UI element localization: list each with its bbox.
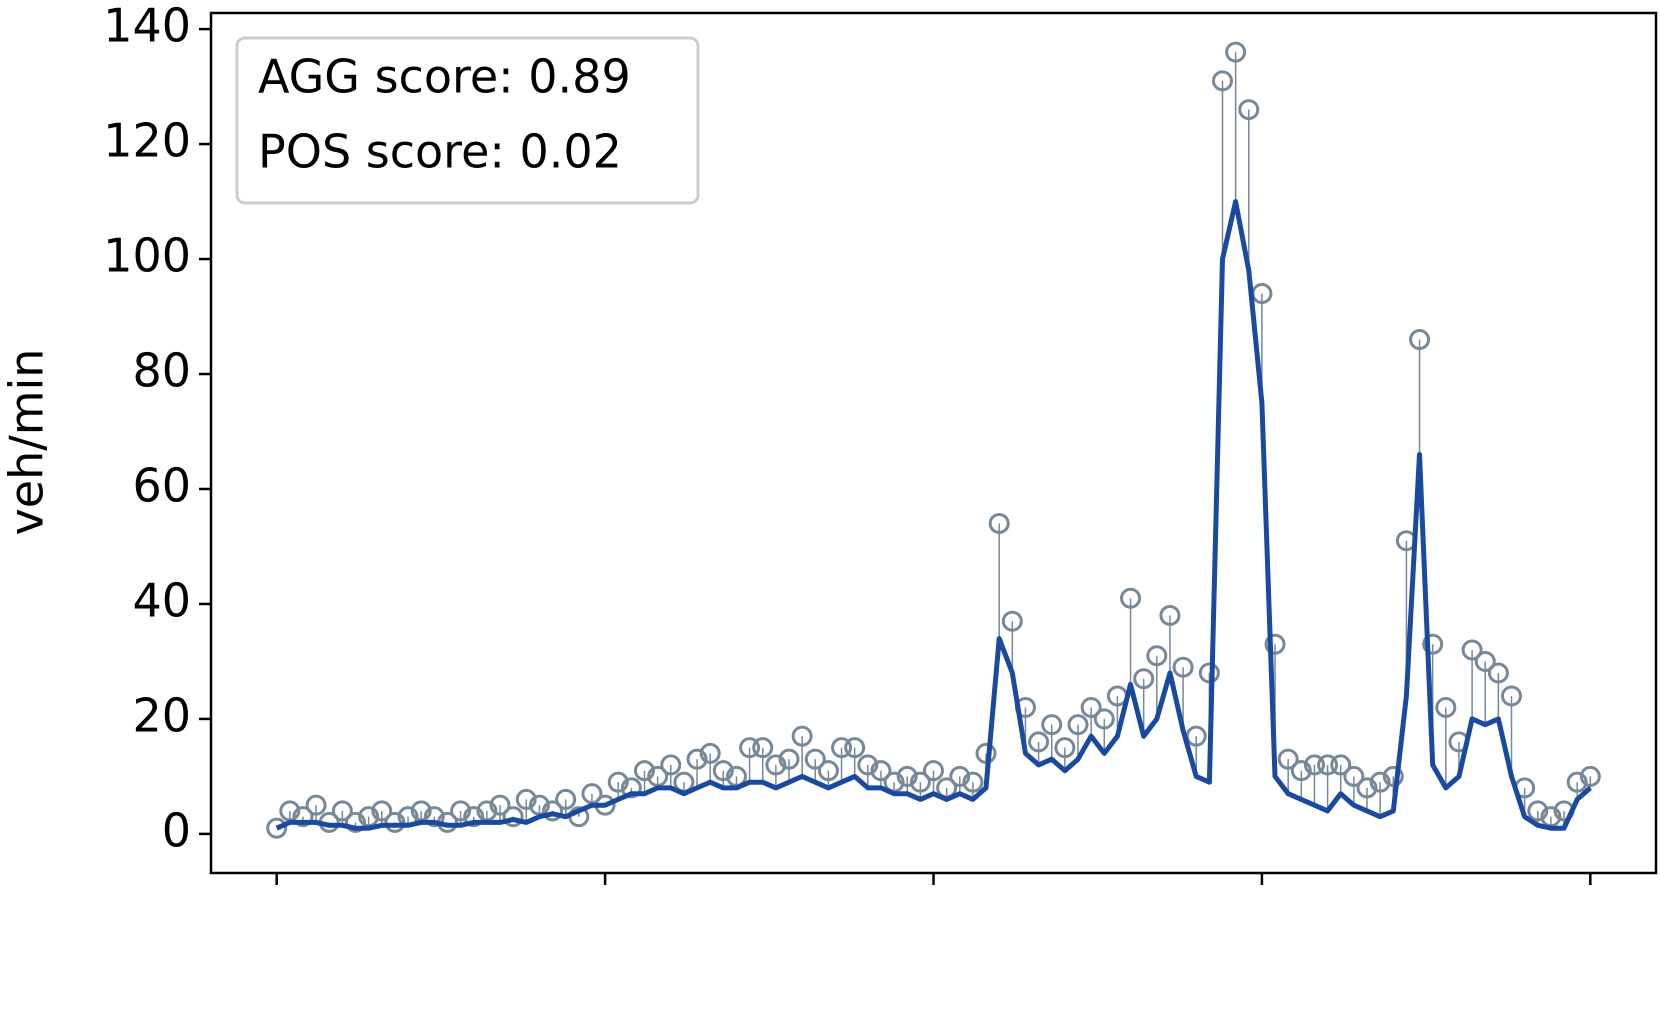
observed-point [1461,639,1483,661]
observed-point [1579,765,1601,787]
observed-point [870,760,892,782]
y-tick-label: 100 [103,229,191,283]
observed-point [791,725,813,747]
observed-point [266,817,288,839]
observed-point [331,800,353,822]
observed-point [896,765,918,787]
observed-point [423,806,445,828]
y-tick-label: 20 [132,688,191,742]
y-axis-label: veh/min [0,349,54,536]
observed-point [1474,650,1496,672]
observed-point [1172,656,1194,678]
observed-point [371,800,393,822]
y-tick-label: 140 [103,0,191,53]
observed-point [620,777,642,799]
observed-point [686,748,708,770]
observed-point [778,748,800,770]
observed-point [1527,800,1549,822]
observed-point [345,811,366,833]
observed-point [712,760,734,782]
observed-point [1041,714,1063,736]
observed-point [804,748,826,770]
observed-point [581,783,603,805]
observed-point [1356,777,1378,799]
y-tick-label: 120 [103,114,191,168]
observed-point [555,788,577,810]
annotation: POS score: 0.02 [258,125,622,179]
observed-point [988,512,1010,534]
observed-point [1487,662,1509,684]
observed-point [1159,604,1181,626]
observed-point [542,800,564,822]
observed-point [1238,99,1260,121]
y-tick-label: 60 [132,458,191,512]
observed-point [1290,760,1312,782]
smoothed-line [275,199,1592,831]
observed-point [450,800,472,822]
observed-point [1120,587,1142,609]
y-tick-label: 40 [132,573,191,627]
observed-point [489,794,511,816]
observed-point [1330,754,1352,776]
observed-point [1212,70,1233,92]
observed-point [1225,41,1247,63]
observed-point [1093,708,1115,730]
observed-point [607,771,629,793]
observed-point [844,737,866,759]
observed-point [1317,754,1339,776]
observed-point [1435,696,1457,718]
observed-point [634,760,655,782]
observed-point [909,771,931,793]
y-tick-label: 80 [132,344,191,398]
observed-point [923,760,944,782]
observed-point [1198,662,1220,684]
observed-point [292,806,314,828]
observed-point [463,806,485,828]
observed-point [831,737,853,759]
annotation-box [235,36,700,205]
observed-point [1303,754,1325,776]
observed-point [1080,696,1102,718]
observed-point [962,771,984,793]
observed-point [817,760,839,782]
observed-point [305,794,327,816]
observed-point [660,754,682,776]
observed-point [1422,633,1444,655]
observed-point [1382,765,1404,787]
observed-point [1001,610,1023,632]
observed-point [502,806,524,828]
annotation: AGG score: 0.89 [258,50,631,104]
observed-point [1067,714,1089,736]
observed-point [1501,685,1522,707]
observed-point [699,742,721,764]
observed-point [752,737,774,759]
observed-point [1054,737,1076,759]
observed-point [1277,748,1299,770]
y-tick-label: 0 [162,803,191,857]
observed-point [739,737,761,759]
observed-point [1343,765,1365,787]
observed-point [515,788,537,810]
observed-point [1028,731,1050,753]
observed-point [1264,633,1286,655]
observed-point [1133,668,1155,690]
observed-point [857,754,879,776]
observed-point [949,765,971,787]
observed-point [1566,771,1588,793]
observed-point [384,811,406,833]
observed-point [765,754,787,776]
plot-area [266,41,1601,839]
observed-point [1146,645,1168,667]
observed-point [1369,771,1391,793]
observed-point [1409,329,1431,351]
